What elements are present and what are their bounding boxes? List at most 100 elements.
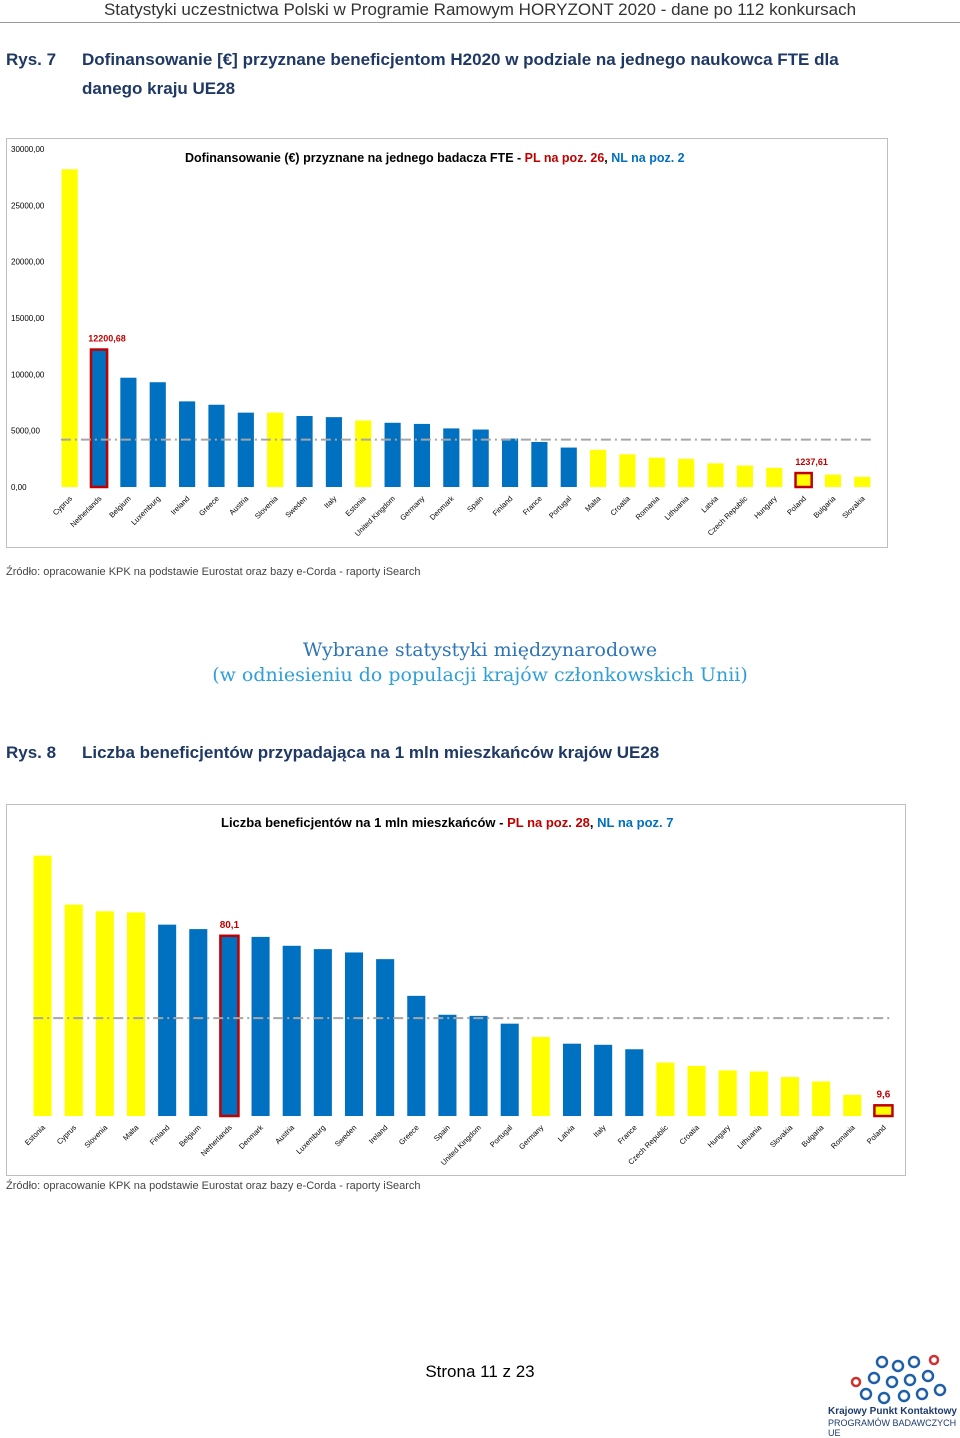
page-number: Strona 11 z 23 <box>425 1362 535 1381</box>
chart2-bar <box>780 1077 800 1116</box>
chart1-bar <box>648 457 665 487</box>
chart1-bar <box>707 463 724 487</box>
figure8-label: Rys. 8 <box>6 743 57 762</box>
chart2-category-label: Croatia <box>678 1122 702 1146</box>
chart1-bar <box>384 422 401 487</box>
chart2-category-label: Hungary <box>706 1123 733 1150</box>
chart1-data-label: 12200,68 <box>88 334 126 344</box>
chart2-data-label: 9,6 <box>876 1089 890 1100</box>
chart2-category-label: Sweden <box>333 1123 359 1149</box>
chart1-y-tick-label: 5000,00 <box>11 427 40 436</box>
chart2-bar <box>95 911 114 1116</box>
chart2-category-label: Slovakia <box>768 1122 795 1149</box>
chart1-category-label: Bulgaria <box>812 493 838 519</box>
chart1-bar <box>824 474 842 487</box>
chart1-bar <box>531 441 548 487</box>
chart2-category-label: Estonia <box>23 1122 48 1147</box>
figure7-source: Źródło: opracowanie KPK na podstawie Eur… <box>6 566 421 578</box>
logo-text-line1: Krajowy Punkt Kontaktowy <box>828 1406 957 1417</box>
chart2-bar <box>313 949 332 1116</box>
chart1-category-label: Italy <box>322 494 338 510</box>
chart2-bar <box>126 912 146 1116</box>
chart1-category-label: Spain <box>465 494 485 514</box>
chart2-category-label: Ireland <box>367 1123 390 1146</box>
chart1-bar <box>794 471 813 489</box>
figure8-caption: Liczba beneficjentów przypadająca na 1 m… <box>82 743 660 762</box>
chart1-category-label: Greece <box>197 494 221 518</box>
chart1-category-label: Estonia <box>344 493 369 518</box>
chart2-bar <box>812 1081 831 1116</box>
chart1-category-label: Finland <box>491 494 515 518</box>
chart2-bar <box>749 1071 768 1116</box>
chart2-bar <box>376 959 395 1116</box>
chart1-frame: Dofinansowanie (€) przyznane na jednego … <box>6 138 888 548</box>
chart2-category-label: Netherlands <box>199 1123 234 1158</box>
chart2-category-label: Poland <box>865 1123 888 1146</box>
chart1-bar <box>590 449 607 487</box>
chart1-title-sep: , <box>604 151 611 165</box>
page-header: Statystyki uczestnictwa Polski w Program… <box>103 0 857 19</box>
chart1-bar <box>736 465 753 487</box>
chart1-category-label: Malta <box>583 493 603 513</box>
chart2-title-nl: NL na poz. 7 <box>597 815 673 830</box>
chart1-category-label: Lithuania <box>663 493 691 521</box>
figure7-label: Rys. 7 <box>6 50 57 69</box>
chart1-bar <box>678 458 695 487</box>
chart1-category-label: Cyprus <box>51 494 74 517</box>
chart2-bar <box>843 1094 862 1116</box>
chart1-category-label: Ireland <box>169 494 192 517</box>
chart2-frame: Liczba beneficjentów na 1 mln mieszkańcó… <box>6 804 906 1176</box>
chart2-bar <box>687 1065 706 1116</box>
chart1-bar <box>560 447 577 487</box>
chart1-bar <box>179 401 196 487</box>
chart1-data-label: 1237,61 <box>795 457 828 467</box>
chart2-bar <box>469 1015 488 1116</box>
chart1-svg: Dofinansowanie (€) przyznane na jednego … <box>11 145 872 538</box>
chart1-bar <box>296 416 313 487</box>
chart2-category-label: Romania <box>829 1122 857 1150</box>
chart2-category-label: Portugal <box>488 1123 514 1149</box>
chart1-bar <box>325 417 342 487</box>
chart1-category-label: Croatia <box>608 493 632 517</box>
section-heading: Wybrane statystyki międzynarodowe (w odn… <box>0 638 960 688</box>
chart2-category-label: Lithuania <box>735 1122 763 1150</box>
chart1-category-label: Austria <box>227 493 250 516</box>
chart1-bar <box>443 428 460 487</box>
chart1-bar <box>766 467 783 487</box>
chart2-category-label: Belgium <box>177 1123 203 1149</box>
chart2-bar <box>718 1070 737 1116</box>
chart1-y-tick-label: 25000,00 <box>11 201 45 210</box>
chart1-category-label: Denmark <box>428 494 456 522</box>
chart1-category-label: Hungary <box>752 494 779 521</box>
chart1-bar <box>413 423 431 487</box>
chart2-category-label: Cyprus <box>55 1123 78 1146</box>
chart2-bar <box>251 936 270 1116</box>
chart1-y-tick-label: 0,00 <box>11 483 27 492</box>
section-heading-line2: (w odniesieniu do populacji krajów człon… <box>212 664 748 686</box>
chart2-title: Liczba beneficjentów na 1 mln mieszkańcó… <box>221 815 673 830</box>
chart2-bar <box>656 1062 675 1116</box>
chart1-y-tick-label: 30000,00 <box>11 145 45 154</box>
chart2-category-label: Germany <box>517 1123 545 1151</box>
chart2-category-label: Italy <box>591 1123 607 1139</box>
section-heading-line1: Wybrane statystyki międzynarodowe <box>302 639 658 661</box>
chart2-bar <box>594 1044 613 1116</box>
chart1-y-tick-label: 15000,00 <box>11 314 45 323</box>
header-divider <box>0 22 960 23</box>
chart2-bar <box>282 945 301 1116</box>
chart2-category-label: Austria <box>273 1122 296 1145</box>
chart2-title-pl: PL na poz. 28 <box>507 815 590 830</box>
figure7-caption-line1: Dofinansowanie [€] przyznane beneficjent… <box>82 50 839 69</box>
chart2-category-label: Luxemburg <box>294 1123 327 1156</box>
chart1-title-pl: PL na poz. 26 <box>525 151 605 165</box>
chart1-bar <box>619 454 636 487</box>
chart2-category-label: Malta <box>121 1122 141 1142</box>
chart2-bar <box>873 1104 894 1118</box>
chart1-bar <box>267 412 284 487</box>
chart1-title-main: Dofinansowanie (€) przyznane na jednego … <box>185 151 525 165</box>
chart2-category-label: Denmark <box>237 1123 265 1151</box>
chart2-bar <box>219 934 240 1118</box>
chart2-bar <box>407 995 426 1116</box>
chart1-category-label: Netherlands <box>68 494 103 529</box>
chart2-bar <box>344 952 364 1116</box>
